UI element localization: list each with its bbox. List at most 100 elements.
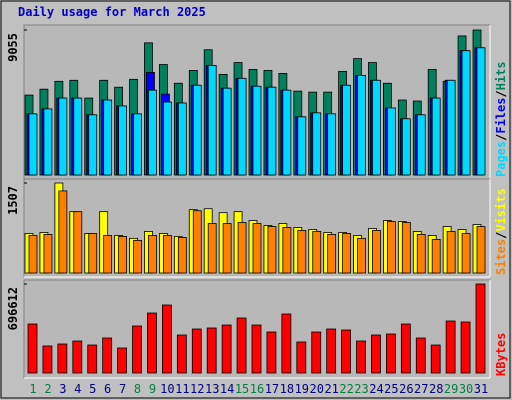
bar xyxy=(342,233,352,274)
bar xyxy=(446,79,456,176)
bar xyxy=(88,114,98,176)
bar xyxy=(282,89,292,176)
bar xyxy=(132,325,142,374)
x-tick-label: 20 xyxy=(310,382,324,396)
bar xyxy=(461,50,471,176)
x-tick-label: 1 xyxy=(29,382,36,396)
bar xyxy=(431,97,441,176)
bar xyxy=(192,210,202,274)
bar xyxy=(251,324,262,374)
x-tick-label: 24 xyxy=(369,382,383,396)
x-tick-label: 17 xyxy=(265,382,279,396)
bar xyxy=(222,87,232,176)
bar xyxy=(236,317,247,374)
legend-entry: Visits xyxy=(494,188,508,231)
bar xyxy=(357,74,366,176)
bar xyxy=(252,223,262,274)
x-tick-label: 23 xyxy=(354,382,368,396)
x-tick-label: 18 xyxy=(280,382,294,396)
legend: Pages/Files/Hits xyxy=(494,61,508,177)
bar xyxy=(400,323,411,374)
bar xyxy=(312,231,322,274)
bar xyxy=(281,313,292,374)
bar xyxy=(87,344,98,374)
chart-title: Daily usage for March 2025 xyxy=(18,5,206,19)
bar xyxy=(476,226,486,274)
bar xyxy=(357,237,366,274)
bar xyxy=(43,234,53,274)
bar xyxy=(133,239,142,274)
y-tick-label: 1507 xyxy=(6,186,20,215)
bar xyxy=(476,47,486,176)
bar xyxy=(431,238,441,274)
bar xyxy=(192,84,202,176)
bar xyxy=(148,235,157,274)
bar xyxy=(416,234,426,274)
bar xyxy=(42,345,53,374)
y-tick-label: 9055 xyxy=(6,33,20,62)
x-tick-label: 14 xyxy=(220,382,234,396)
bar xyxy=(401,222,411,274)
bar xyxy=(27,323,38,374)
bar xyxy=(372,230,381,274)
x-tick-label: 2 xyxy=(44,382,51,396)
bar xyxy=(327,113,337,176)
legend-entry: Files xyxy=(494,98,508,134)
x-tick-label: 8 xyxy=(134,382,141,396)
x-tick-label: 15 xyxy=(235,382,249,396)
bar xyxy=(311,331,322,374)
bar xyxy=(461,233,471,274)
x-tick-label: 29 xyxy=(444,382,458,396)
x-tick-label: 21 xyxy=(324,382,338,396)
x-tick-label: 12 xyxy=(190,382,204,396)
x-tick-label: 10 xyxy=(160,382,174,396)
bar xyxy=(327,234,337,274)
bar xyxy=(206,327,217,374)
bar xyxy=(222,223,232,274)
legend-separator: / xyxy=(494,232,508,239)
x-tick-label: 11 xyxy=(175,382,189,396)
x-tick-label: 3 xyxy=(59,382,66,396)
legend-entry: Pages xyxy=(494,141,508,177)
x-tick-label: 30 xyxy=(459,382,473,396)
bar xyxy=(58,190,68,274)
bar xyxy=(207,223,217,274)
bar xyxy=(103,235,113,274)
x-tick-label: 5 xyxy=(89,382,96,396)
bar xyxy=(341,329,352,374)
bar xyxy=(58,97,68,176)
bar xyxy=(28,113,38,176)
bar xyxy=(102,337,113,374)
bar xyxy=(207,65,217,176)
bar xyxy=(57,343,68,374)
bar xyxy=(445,320,456,374)
bar xyxy=(161,304,172,374)
legend: KBytes xyxy=(494,333,508,376)
bar xyxy=(43,108,53,176)
bar xyxy=(266,331,277,374)
bar xyxy=(401,118,411,176)
bar xyxy=(356,340,366,374)
bar xyxy=(103,99,113,176)
x-tick-label: 22 xyxy=(339,382,353,396)
bar xyxy=(162,235,172,274)
bar xyxy=(282,227,292,274)
legend-separator: / xyxy=(494,134,508,141)
bar xyxy=(147,312,157,374)
bar xyxy=(28,235,38,274)
bar xyxy=(148,89,157,176)
bar xyxy=(252,85,262,176)
bar xyxy=(118,235,127,274)
bar xyxy=(386,107,396,176)
bar xyxy=(88,233,98,274)
x-tick-label: 19 xyxy=(295,382,309,396)
bar xyxy=(312,112,322,176)
bar xyxy=(297,230,307,274)
x-tick-label: 6 xyxy=(104,382,111,396)
legend-separator: / xyxy=(494,90,508,97)
bar xyxy=(446,231,456,274)
bar xyxy=(177,237,187,274)
x-tick-label: 28 xyxy=(429,382,443,396)
